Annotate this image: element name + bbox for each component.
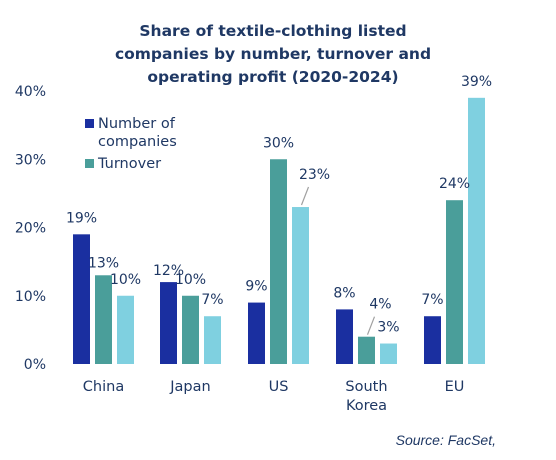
bar [248, 302, 265, 364]
legend-swatch [85, 159, 94, 168]
category-label: South [345, 379, 387, 395]
legend-swatch [85, 119, 94, 128]
bar [117, 295, 134, 364]
data-label: 13% [88, 255, 119, 271]
leader-line [300, 186, 310, 206]
bar [336, 309, 353, 364]
y-tick-label: 40% [15, 84, 46, 100]
category-label: US [269, 379, 289, 395]
bar [424, 316, 441, 364]
data-label: 8% [333, 285, 355, 301]
data-label: 3% [377, 320, 399, 336]
data-label: 19% [66, 210, 97, 226]
legend-label: companies [98, 134, 177, 150]
data-label: 30% [263, 135, 294, 151]
category-label: EU [445, 379, 465, 395]
source-note: Source: FacSet, [396, 432, 496, 448]
data-label: 39% [461, 74, 492, 90]
chart-title-line: Share of textile-clothing listed [139, 22, 406, 40]
data-label: 12% [153, 263, 184, 279]
chart-title-line: operating profit (2020-2024) [147, 68, 398, 86]
bar [446, 200, 463, 364]
chart-title: Share of textile-clothing listed companie… [115, 22, 431, 86]
data-label: 7% [421, 292, 443, 308]
legend: Number of companies Turnover [85, 116, 177, 172]
data-label: 4% [369, 297, 391, 313]
data-label: 9% [245, 279, 267, 295]
data-label: 10% [110, 272, 141, 288]
category-label: China [83, 379, 124, 395]
chart-title-line: companies by number, turnover and [115, 45, 431, 63]
y-tick-label: 10% [15, 289, 46, 305]
bar [270, 159, 287, 364]
bar [182, 295, 199, 364]
y-tick-label: 30% [15, 152, 46, 168]
data-label: 23% [299, 167, 330, 183]
bars [73, 97, 485, 364]
legend-label: Number of [98, 116, 176, 132]
bar [95, 275, 112, 364]
y-axis: 0% 10% 20% 30% 40% [15, 84, 46, 373]
data-label: 10% [175, 272, 206, 288]
bar [204, 316, 221, 364]
data-labels: 19%12%9% 8% 7%13%10%30%4%24%10%7%23%3%39% [66, 74, 492, 336]
category-label: Korea [346, 398, 387, 414]
data-label: 24% [439, 176, 470, 192]
bar [380, 343, 397, 364]
x-axis: China Japan US South Korea EU [83, 379, 465, 414]
bar [358, 336, 375, 364]
bar [292, 207, 309, 364]
bar [468, 97, 485, 364]
bar [160, 282, 177, 364]
data-label: 7% [201, 292, 223, 308]
y-tick-label: 20% [15, 221, 46, 237]
legend-label: Turnover [97, 156, 161, 172]
bar [73, 234, 90, 364]
leader-line [366, 316, 376, 335]
category-label: Japan [169, 379, 210, 395]
y-tick-label: 0% [24, 357, 46, 373]
